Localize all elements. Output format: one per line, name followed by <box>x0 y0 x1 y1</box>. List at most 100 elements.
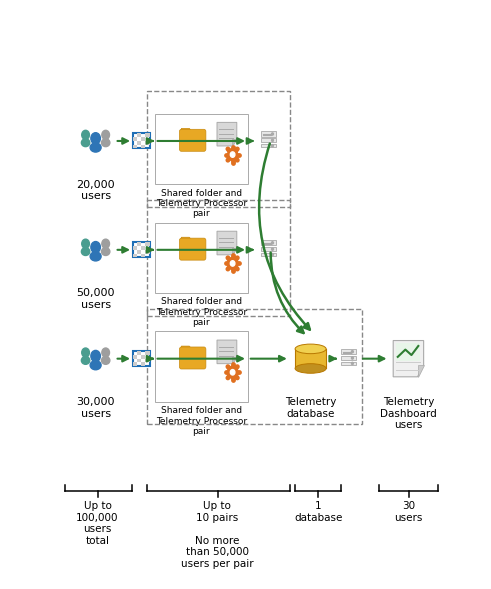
Bar <box>145 351 150 355</box>
Bar <box>141 254 145 257</box>
FancyBboxPatch shape <box>133 242 150 257</box>
FancyBboxPatch shape <box>341 356 356 360</box>
Text: Telemetry
Dashboard
users: Telemetry Dashboard users <box>380 397 437 431</box>
Ellipse shape <box>90 143 101 152</box>
Circle shape <box>91 350 100 362</box>
Text: Up to
100,000
users
total: Up to 100,000 users total <box>76 501 119 546</box>
Ellipse shape <box>102 356 110 365</box>
Ellipse shape <box>295 363 326 373</box>
Ellipse shape <box>82 356 90 365</box>
Text: 20,000
users: 20,000 users <box>76 180 115 201</box>
Bar <box>141 355 145 359</box>
Polygon shape <box>217 123 237 146</box>
FancyBboxPatch shape <box>341 362 356 365</box>
FancyBboxPatch shape <box>155 332 248 402</box>
Circle shape <box>352 350 354 353</box>
Ellipse shape <box>102 247 110 256</box>
Bar <box>137 242 141 246</box>
Circle shape <box>82 348 89 357</box>
FancyBboxPatch shape <box>179 347 206 369</box>
FancyBboxPatch shape <box>261 131 276 137</box>
Bar <box>133 254 137 257</box>
Circle shape <box>102 348 109 357</box>
Circle shape <box>272 145 273 147</box>
Bar <box>145 242 150 246</box>
Ellipse shape <box>82 247 90 256</box>
Bar <box>133 145 137 148</box>
Bar <box>137 359 141 362</box>
Bar <box>133 362 137 366</box>
Polygon shape <box>217 231 237 255</box>
Text: 50,000
users: 50,000 users <box>77 289 115 310</box>
FancyBboxPatch shape <box>261 247 276 251</box>
Circle shape <box>272 133 273 135</box>
Bar <box>133 137 137 141</box>
FancyBboxPatch shape <box>261 253 276 256</box>
Bar <box>137 134 141 137</box>
Polygon shape <box>181 128 192 131</box>
Bar <box>137 141 141 145</box>
Circle shape <box>230 369 235 375</box>
Text: 1
database: 1 database <box>294 501 342 522</box>
Bar <box>141 246 145 250</box>
Text: Up to
10 pairs

No more
than 50,000
users per pair: Up to 10 pairs No more than 50,000 users… <box>181 501 254 569</box>
Text: 30,000
users: 30,000 users <box>77 397 115 419</box>
Bar <box>137 351 141 355</box>
Bar <box>137 250 141 254</box>
Text: Shared folder and
Telemetry Processor
pair: Shared folder and Telemetry Processor pa… <box>156 297 247 327</box>
Circle shape <box>82 130 89 140</box>
Bar <box>145 134 150 137</box>
FancyBboxPatch shape <box>179 130 206 151</box>
Circle shape <box>272 248 273 250</box>
Text: Telemetry
database: Telemetry database <box>285 397 336 419</box>
Circle shape <box>228 366 238 378</box>
Ellipse shape <box>90 360 101 370</box>
Text: 30
users: 30 users <box>394 501 423 522</box>
FancyBboxPatch shape <box>133 351 150 366</box>
FancyBboxPatch shape <box>155 223 248 293</box>
Polygon shape <box>181 237 192 240</box>
Polygon shape <box>393 340 424 377</box>
Ellipse shape <box>90 252 101 261</box>
Bar <box>133 246 137 250</box>
Circle shape <box>272 253 273 256</box>
Circle shape <box>272 139 273 141</box>
Circle shape <box>91 241 100 253</box>
Circle shape <box>230 261 235 266</box>
FancyBboxPatch shape <box>179 238 206 260</box>
Circle shape <box>102 130 109 140</box>
Polygon shape <box>232 356 237 363</box>
FancyBboxPatch shape <box>261 138 276 143</box>
FancyBboxPatch shape <box>155 114 248 184</box>
Circle shape <box>352 357 354 359</box>
FancyBboxPatch shape <box>341 349 356 354</box>
Bar <box>141 145 145 148</box>
Ellipse shape <box>82 139 90 147</box>
Circle shape <box>272 241 273 244</box>
Polygon shape <box>232 139 237 146</box>
Polygon shape <box>181 346 192 349</box>
Circle shape <box>230 152 235 157</box>
Circle shape <box>102 239 109 249</box>
Text: Shared folder and
Telemetry Processor
pair: Shared folder and Telemetry Processor pa… <box>156 188 247 219</box>
Ellipse shape <box>102 139 110 147</box>
Bar <box>145 250 150 254</box>
Polygon shape <box>295 349 326 369</box>
Polygon shape <box>396 343 420 362</box>
Polygon shape <box>217 340 237 363</box>
Bar <box>133 355 137 359</box>
Circle shape <box>228 148 238 160</box>
Ellipse shape <box>295 344 326 353</box>
Bar <box>145 141 150 145</box>
Polygon shape <box>417 365 424 377</box>
Circle shape <box>228 257 238 269</box>
Bar <box>141 362 145 366</box>
FancyBboxPatch shape <box>261 144 276 147</box>
Bar <box>141 137 145 141</box>
FancyBboxPatch shape <box>261 240 276 246</box>
Bar <box>145 359 150 362</box>
FancyBboxPatch shape <box>133 134 150 148</box>
Circle shape <box>91 133 100 144</box>
Circle shape <box>82 239 89 249</box>
Polygon shape <box>232 248 237 255</box>
